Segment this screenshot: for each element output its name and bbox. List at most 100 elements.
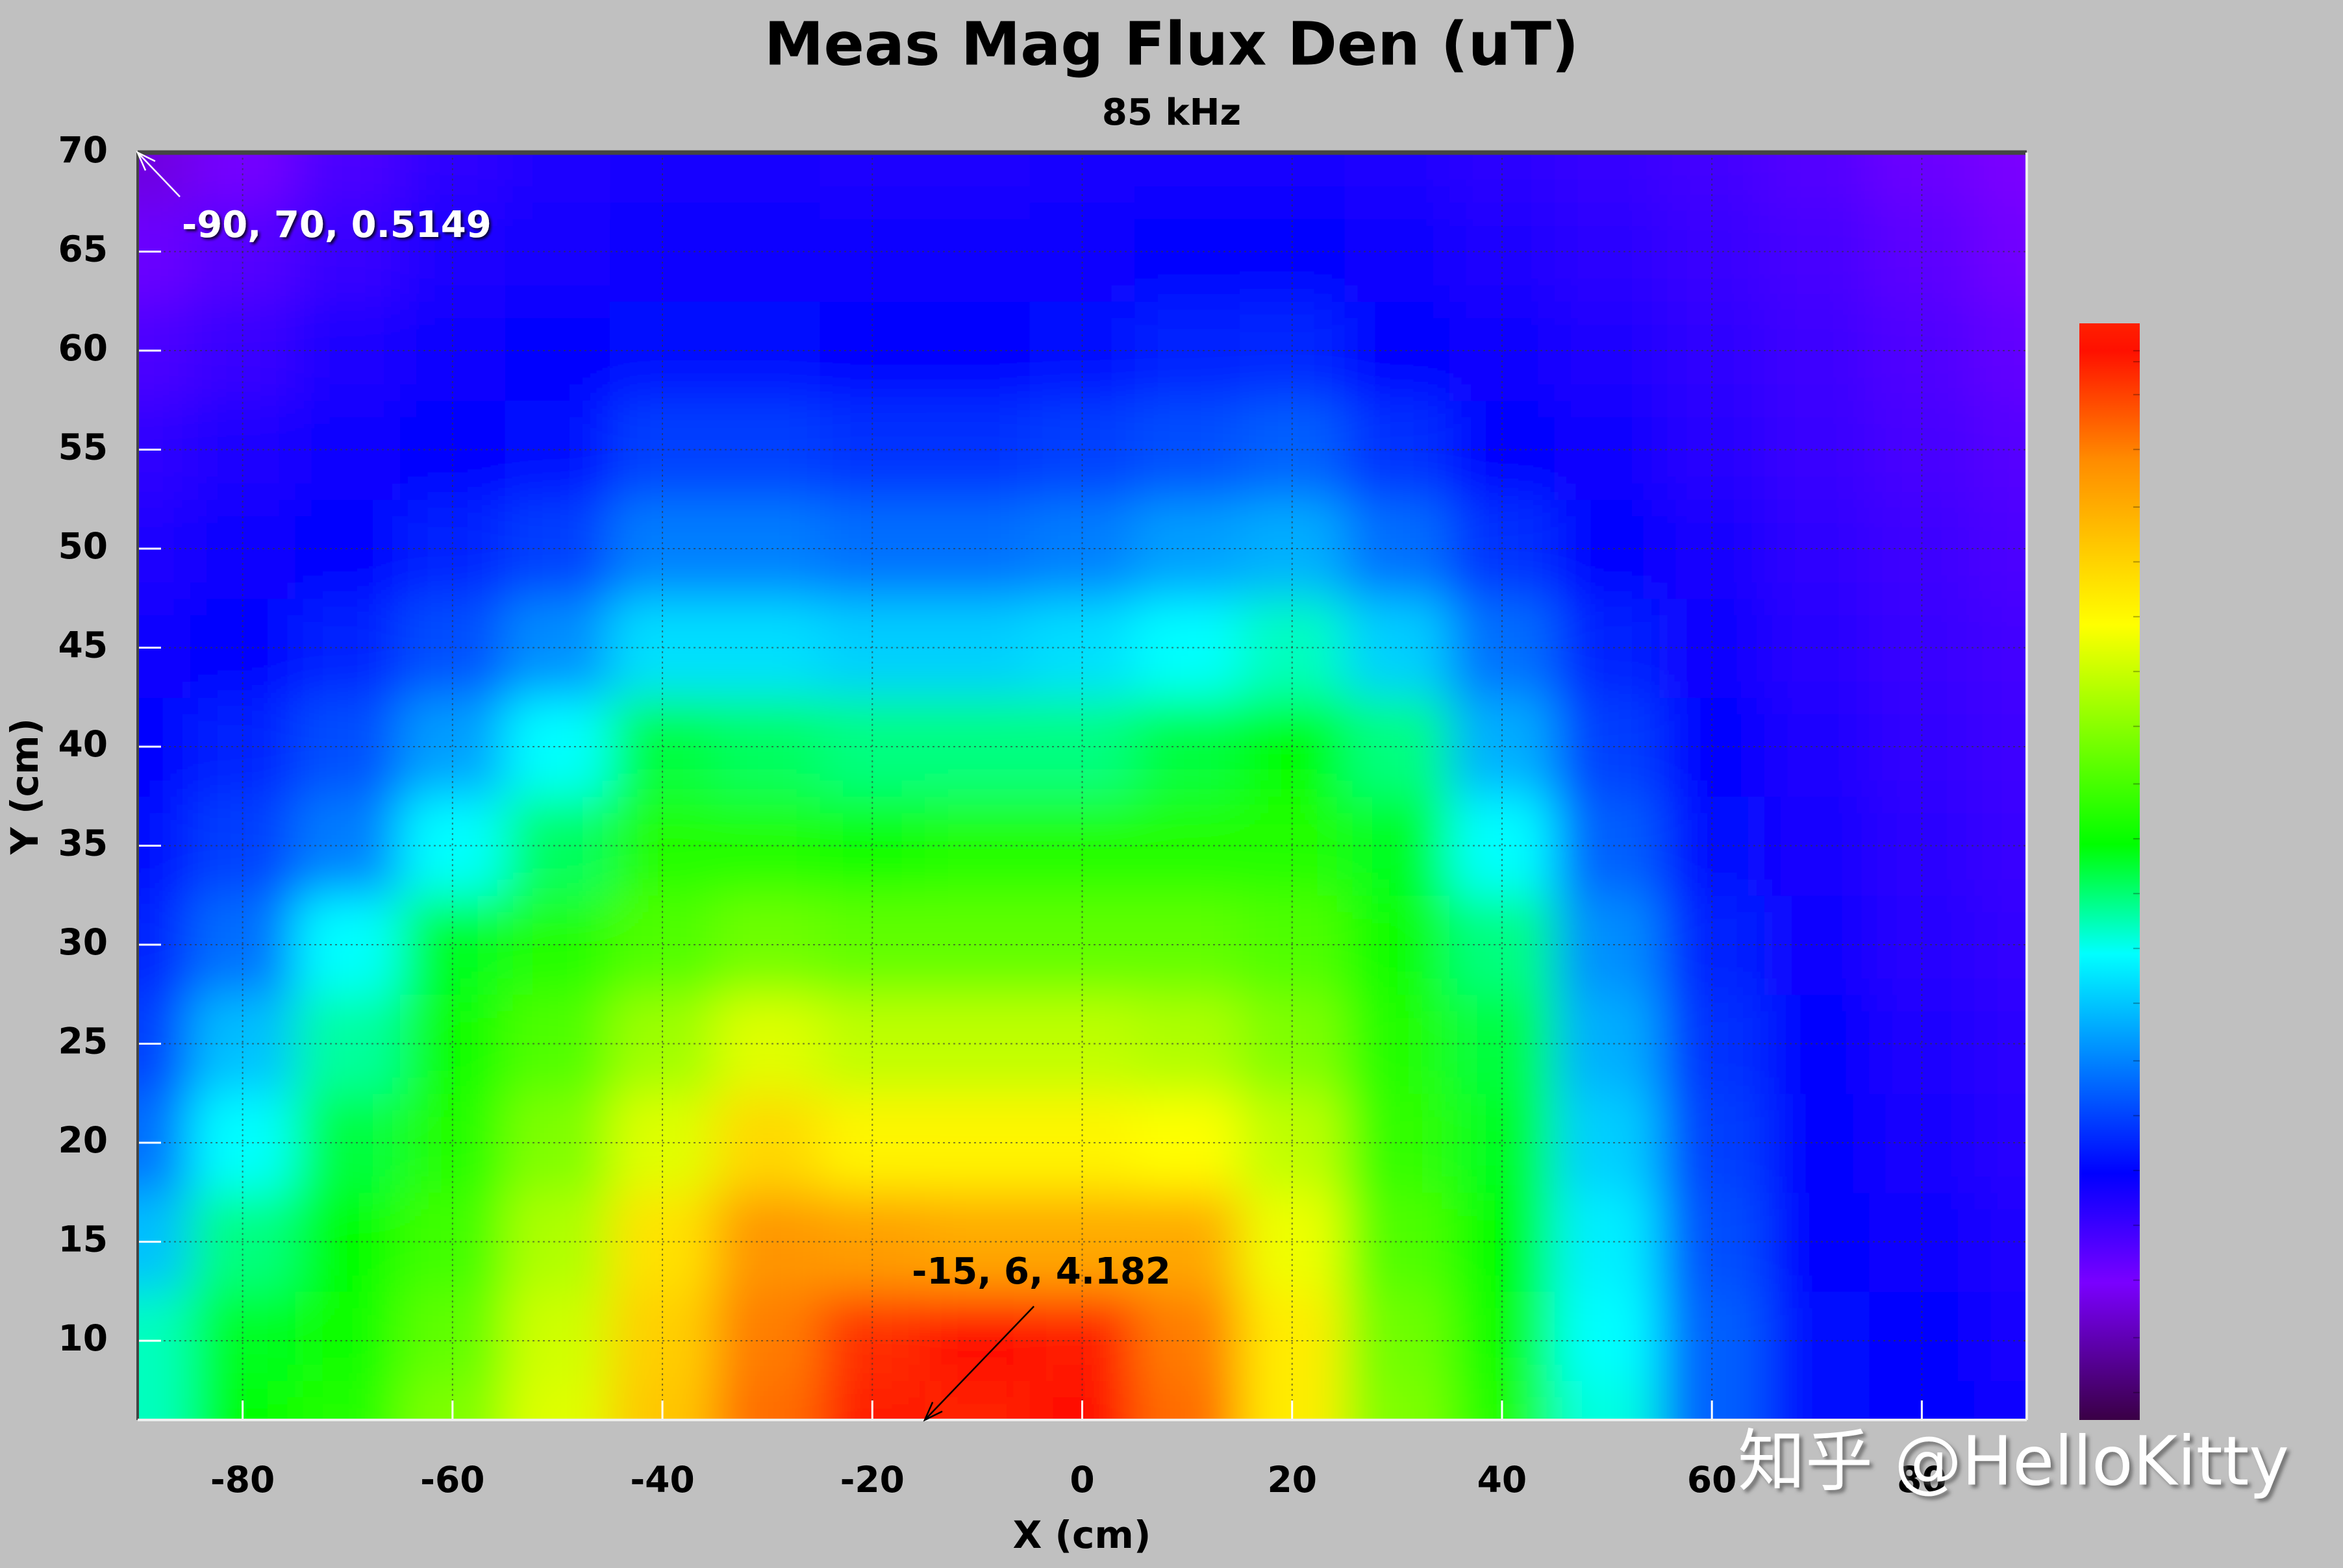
heatmap-cell — [925, 1192, 1031, 1292]
heatmap-cell — [505, 301, 611, 401]
heatmap-cell — [295, 153, 401, 203]
heatmap-cell — [1344, 153, 1451, 203]
colorbar — [2079, 323, 2140, 1420]
heatmap-cell — [925, 301, 1031, 401]
heatmap-cell — [925, 994, 1031, 1094]
heatmap-cell — [505, 1192, 611, 1292]
annotation-label: -90, 70, 0.5149 — [182, 204, 492, 246]
heatmap-cell — [714, 153, 821, 203]
heatmap-cell — [1554, 598, 1660, 698]
heatmap-cell — [1449, 598, 1555, 698]
annotation-arrowhead — [923, 1402, 943, 1422]
heatmap-cell — [1554, 697, 1660, 797]
x-tick-label: 60 — [1687, 1459, 1737, 1500]
heatmap-cell — [1554, 153, 1660, 203]
heatmap-cell — [925, 697, 1031, 797]
heatmap-cell — [138, 1291, 191, 1381]
heatmap-cell — [505, 1291, 611, 1381]
heatmap-cell — [925, 1093, 1031, 1193]
x-tick-label: -40 — [630, 1459, 694, 1500]
heatmap-cell — [1554, 1192, 1660, 1292]
heatmap-cell — [714, 1380, 821, 1420]
y-tick-label: 30 — [58, 921, 108, 963]
heatmap-cell — [610, 1291, 716, 1381]
heatmap-cell — [1344, 1380, 1451, 1420]
heatmap-cell — [1974, 1291, 2027, 1381]
heatmap-cell — [1554, 400, 1660, 500]
x-tick-label: 40 — [1477, 1459, 1527, 1500]
heatmap-cell — [1659, 1291, 1765, 1381]
y-tick-label: 70 — [58, 129, 108, 171]
y-tick-label: 55 — [58, 427, 108, 468]
heatmap-cell — [1554, 1093, 1660, 1193]
heatmap-cell — [1554, 499, 1660, 599]
heatmap-cell — [1974, 153, 2027, 203]
heatmap-cell — [1554, 895, 1660, 995]
x-tick-label: 20 — [1267, 1459, 1317, 1500]
y-tick-label: 35 — [58, 823, 108, 864]
heatmap-cell — [925, 895, 1031, 995]
heatmap-cell — [1239, 1291, 1346, 1381]
heatmap-cell — [1554, 202, 1660, 302]
chart-subtitle: 85 kHz — [1102, 92, 1241, 134]
x-tick-label: 0 — [1070, 1459, 1094, 1500]
heatmap-cell — [820, 1291, 926, 1381]
heatmap-cell — [1554, 796, 1660, 896]
y-tick-label: 40 — [58, 723, 108, 765]
annotation-arrow — [924, 1306, 1034, 1421]
heatmap-cell — [1344, 1291, 1451, 1381]
heatmap-cell — [505, 697, 611, 797]
y-tick-label: 20 — [58, 1119, 108, 1161]
y-tick-label: 50 — [58, 525, 108, 567]
heatmap-cell — [505, 796, 611, 896]
heatmap-cell — [925, 598, 1031, 698]
x-tick-label: -20 — [840, 1459, 905, 1500]
heatmap-cell — [1134, 1380, 1240, 1420]
heatmap-cell — [1449, 1093, 1555, 1193]
heatmap-cell — [1554, 301, 1660, 401]
heatmap-cell — [1029, 1093, 1136, 1193]
heatmap-cell — [400, 1291, 506, 1381]
heatmap-cell — [505, 400, 611, 500]
heatmap-cell — [1134, 153, 1240, 203]
heatmap-cell — [1134, 1291, 1240, 1381]
overlay: -80 -60 -40 -20 0 20 40 60 80 10 15 20 25 30 35 40 45 50 5… — [58, 129, 2140, 1500]
annotation-arrowhead — [136, 151, 156, 171]
heatmap-cell — [925, 400, 1031, 500]
heatmap-cell — [925, 153, 1031, 203]
heatmap-cell — [714, 1291, 821, 1381]
y-tick-label: 10 — [58, 1317, 108, 1359]
annotation-label: -15, 6, 4.182 — [912, 1251, 1171, 1293]
y-tick-label: 65 — [58, 229, 108, 270]
heatmap-cell — [1554, 1380, 1660, 1420]
heatmap-cell — [400, 1093, 506, 1193]
y-tick-label: 60 — [58, 327, 108, 369]
y-axis-title: Y (cm) — [3, 718, 47, 855]
heatmap-cell — [925, 1291, 1031, 1381]
heatmap-cell — [1869, 1291, 1975, 1381]
heatmap-cell — [1764, 153, 1870, 203]
chart-title: Meas Mag Flux Den (uT) — [764, 9, 1579, 79]
heatmap-cell — [505, 202, 611, 302]
heatmap-cell — [925, 1380, 1031, 1420]
heatmap-cell — [138, 1380, 191, 1420]
heatmap-cell — [1554, 1291, 1660, 1381]
watermark: 知乎 @HelloKitty — [1738, 1421, 2289, 1500]
heatmap-cell — [400, 598, 506, 698]
heatmap-cell — [505, 895, 611, 995]
y-tick-label: 45 — [58, 625, 108, 666]
heatmap-cell — [190, 1291, 296, 1381]
heatmap-cell — [1449, 1291, 1555, 1381]
x-axis-title: X (cm) — [1013, 1513, 1151, 1557]
x-tick-label: -60 — [420, 1459, 484, 1500]
heatmap-cell — [1764, 1380, 1870, 1420]
heatmap-cell — [1764, 1291, 1870, 1381]
heatmap-cell — [925, 202, 1031, 302]
y-tick-label: 15 — [58, 1219, 108, 1260]
heatmap-cell — [925, 796, 1031, 896]
heatmap-cell — [505, 153, 611, 203]
annotation-arrow — [137, 152, 181, 197]
heatmap-cell — [505, 994, 611, 1094]
heatmap-cell — [295, 1380, 401, 1420]
